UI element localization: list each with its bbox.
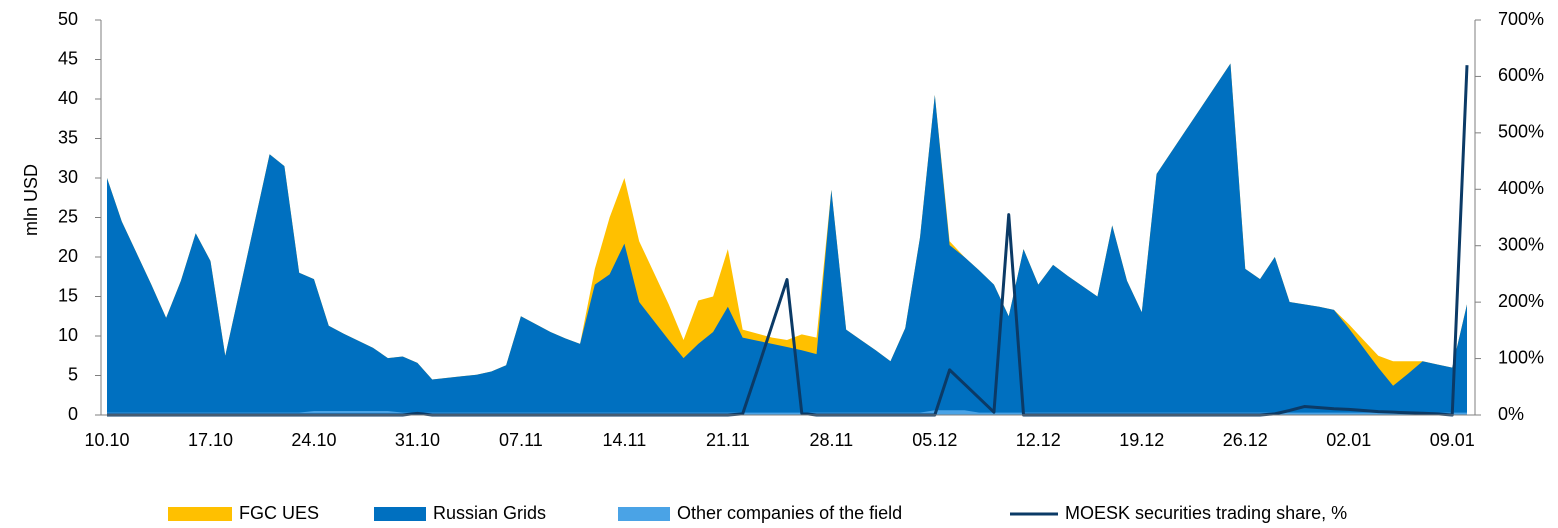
y-tick-label: 5 bbox=[68, 364, 78, 384]
y2-tick-label: 700% bbox=[1498, 9, 1544, 29]
y-tick-label: 0 bbox=[68, 404, 78, 424]
y-tick-label: 35 bbox=[58, 127, 78, 147]
x-tick-label: 21.11 bbox=[706, 430, 750, 450]
x-tick-label: 12.12 bbox=[1016, 430, 1061, 450]
legend-swatch bbox=[168, 507, 232, 521]
y2-tick-label: 600% bbox=[1498, 65, 1544, 85]
x-tick-label: 24.10 bbox=[291, 430, 336, 450]
y2-tick-label: 0% bbox=[1498, 404, 1524, 424]
y-tick-label: 45 bbox=[58, 48, 78, 68]
x-tick-label: 14.11 bbox=[603, 430, 647, 450]
x-tick-label: 10.10 bbox=[84, 430, 129, 450]
y-axis-label: mln USD bbox=[21, 164, 41, 236]
x-tick-label: 02.01 bbox=[1326, 430, 1371, 450]
y-tick-label: 50 bbox=[58, 9, 78, 29]
y-tick-label: 20 bbox=[58, 246, 78, 266]
y-tick-label: 25 bbox=[58, 206, 78, 226]
x-tick-label: 09.01 bbox=[1430, 430, 1475, 450]
y-tick-label: 10 bbox=[58, 325, 78, 345]
x-tick-label: 26.12 bbox=[1223, 430, 1268, 450]
y2-tick-label: 500% bbox=[1498, 122, 1544, 142]
y2-tick-label: 100% bbox=[1498, 347, 1544, 367]
legend-label: MOESK securities trading share, % bbox=[1065, 503, 1347, 523]
x-tick-label: 19.12 bbox=[1119, 430, 1164, 450]
y-tick-label: 15 bbox=[58, 285, 78, 305]
x-tick-label: 31.10 bbox=[395, 430, 440, 450]
legend-label: FGC UES bbox=[239, 503, 319, 523]
legend-label: Other companies of the field bbox=[677, 503, 902, 523]
y-tick-label: 30 bbox=[58, 167, 78, 187]
legend-swatch bbox=[618, 507, 670, 521]
x-tick-label: 07.11 bbox=[499, 430, 543, 450]
y2-tick-label: 300% bbox=[1498, 234, 1544, 254]
x-tick-label: 28.11 bbox=[809, 430, 853, 450]
area bbox=[107, 63, 1467, 415]
x-tick-label: 17.10 bbox=[188, 430, 233, 450]
y-tick-label: 40 bbox=[58, 88, 78, 108]
y2-tick-label: 400% bbox=[1498, 178, 1544, 198]
y2-tick-label: 200% bbox=[1498, 291, 1544, 311]
x-tick-label: 05.12 bbox=[912, 430, 957, 450]
legend-label: Russian Grids bbox=[433, 503, 546, 523]
legend-swatch bbox=[374, 507, 426, 521]
